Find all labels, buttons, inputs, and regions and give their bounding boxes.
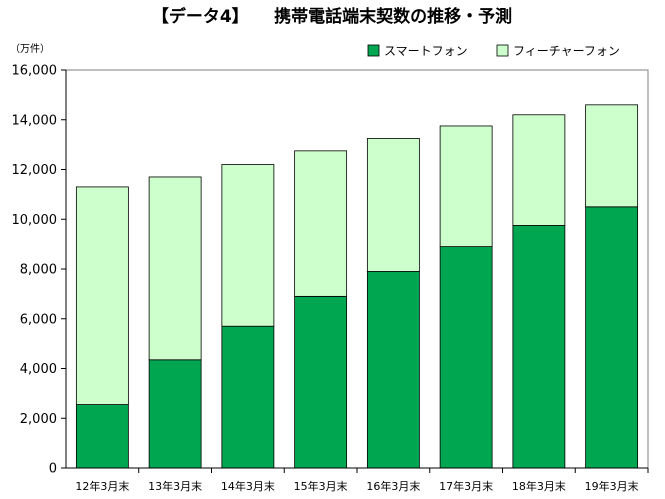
bar-smartphone [585, 206, 639, 469]
x-tick-label: 17年3月末 [439, 479, 493, 493]
legend-label-smartphone: スマートフォン [384, 44, 468, 58]
bar-featurephone [221, 164, 275, 327]
bars [75, 104, 639, 469]
y-tick-label: 10,000 [12, 213, 58, 228]
x-tick-label: 13年3月末 [148, 479, 202, 493]
bar-featurephone [512, 114, 566, 226]
legend-label-featurephone: フィーチャーフォン [513, 44, 620, 58]
bar-featurephone [439, 125, 493, 248]
bar-featurephone [294, 150, 348, 297]
bar-featurephone [366, 138, 420, 272]
bar-smartphone [439, 246, 493, 469]
bar-smartphone [75, 404, 129, 469]
bar-smartphone [221, 325, 275, 469]
x-tick-label: 14年3月末 [221, 479, 275, 493]
y-tick-label: 12,000 [12, 163, 58, 178]
y-tick-label: 8,000 [20, 263, 57, 278]
bar-featurephone [585, 104, 639, 208]
y-tick-label: 16,000 [12, 64, 58, 79]
y-tick-label: 4,000 [20, 362, 57, 377]
bar-featurephone [148, 176, 202, 361]
x-tick-label: 16年3月末 [366, 479, 420, 493]
axes: 0 2,000 4,000 6,000 8,000 10,000 12,000 14,000 1… [12, 64, 649, 493]
y-tick-label: 0 [49, 462, 57, 477]
chart-title: 【データ4】 携帯電話端末契数の推移・予測 [152, 6, 512, 27]
y-axis-unit: （万件） [10, 43, 50, 55]
bar-smartphone [294, 295, 348, 469]
legend-swatch-smartphone [367, 44, 380, 57]
y-tick-label: 6,000 [20, 312, 57, 327]
x-tick-label: 15年3月末 [294, 479, 348, 493]
x-tick-label: 18年3月末 [512, 479, 566, 493]
bar-featurephone [75, 186, 129, 405]
legend: スマートフォン フィーチャーフォン [367, 44, 620, 58]
bar-smartphone [512, 225, 566, 469]
bar-smartphone [366, 271, 420, 469]
y-tick-label: 2,000 [20, 412, 57, 427]
x-tick-label: 19年3月末 [585, 479, 639, 493]
legend-swatch-featurephone [496, 44, 509, 57]
bar-smartphone [148, 359, 202, 469]
x-tick-label: 12年3月末 [75, 479, 129, 493]
y-tick-label: 14,000 [12, 113, 58, 128]
